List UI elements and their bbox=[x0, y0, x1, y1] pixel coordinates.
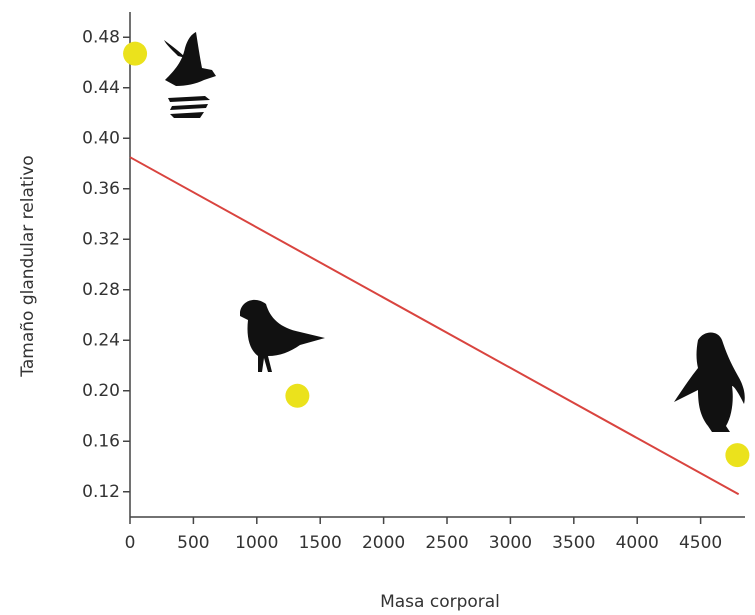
silhouettes bbox=[164, 32, 745, 432]
point bbox=[725, 443, 749, 467]
x-tick-label: 4000 bbox=[616, 533, 659, 553]
y-axis-label: Tamaño glandular relativo bbox=[18, 155, 38, 377]
y-tick-label: 0.48 bbox=[82, 27, 120, 47]
y-tick-label: 0.40 bbox=[82, 128, 120, 148]
x-axis-label: Masa corporal bbox=[380, 592, 500, 612]
y-tick-label: 0.12 bbox=[82, 482, 120, 502]
point bbox=[123, 42, 147, 66]
flying-bird bbox=[164, 32, 216, 86]
y-tick-label: 0.20 bbox=[82, 381, 120, 401]
x-tick-label: 3500 bbox=[552, 533, 595, 553]
x-tick-label: 2000 bbox=[362, 533, 405, 553]
trend-line bbox=[130, 157, 739, 494]
chart: Masa corporal Tamaño glandular relativo … bbox=[0, 0, 755, 615]
x-tick-label: 2500 bbox=[425, 533, 468, 553]
x-tick-label: 3000 bbox=[489, 533, 532, 553]
x-tick-label: 0 bbox=[125, 533, 136, 553]
y-tick-label: 0.28 bbox=[82, 280, 120, 300]
x-tick-label: 1000 bbox=[235, 533, 278, 553]
x-tick-label: 500 bbox=[177, 533, 209, 553]
y-tick-label: 0.32 bbox=[82, 229, 120, 249]
reflection bbox=[168, 96, 210, 118]
y-tick-label: 0.24 bbox=[82, 330, 120, 350]
x-tick-label: 4500 bbox=[679, 533, 722, 553]
gull bbox=[240, 300, 325, 372]
x-tick-label: 1500 bbox=[299, 533, 342, 553]
point bbox=[285, 384, 309, 408]
y-tick-label: 0.44 bbox=[82, 78, 120, 98]
y-tick-label: 0.36 bbox=[82, 179, 120, 199]
y-tick-label: 0.16 bbox=[82, 431, 120, 451]
penguin bbox=[674, 333, 745, 433]
